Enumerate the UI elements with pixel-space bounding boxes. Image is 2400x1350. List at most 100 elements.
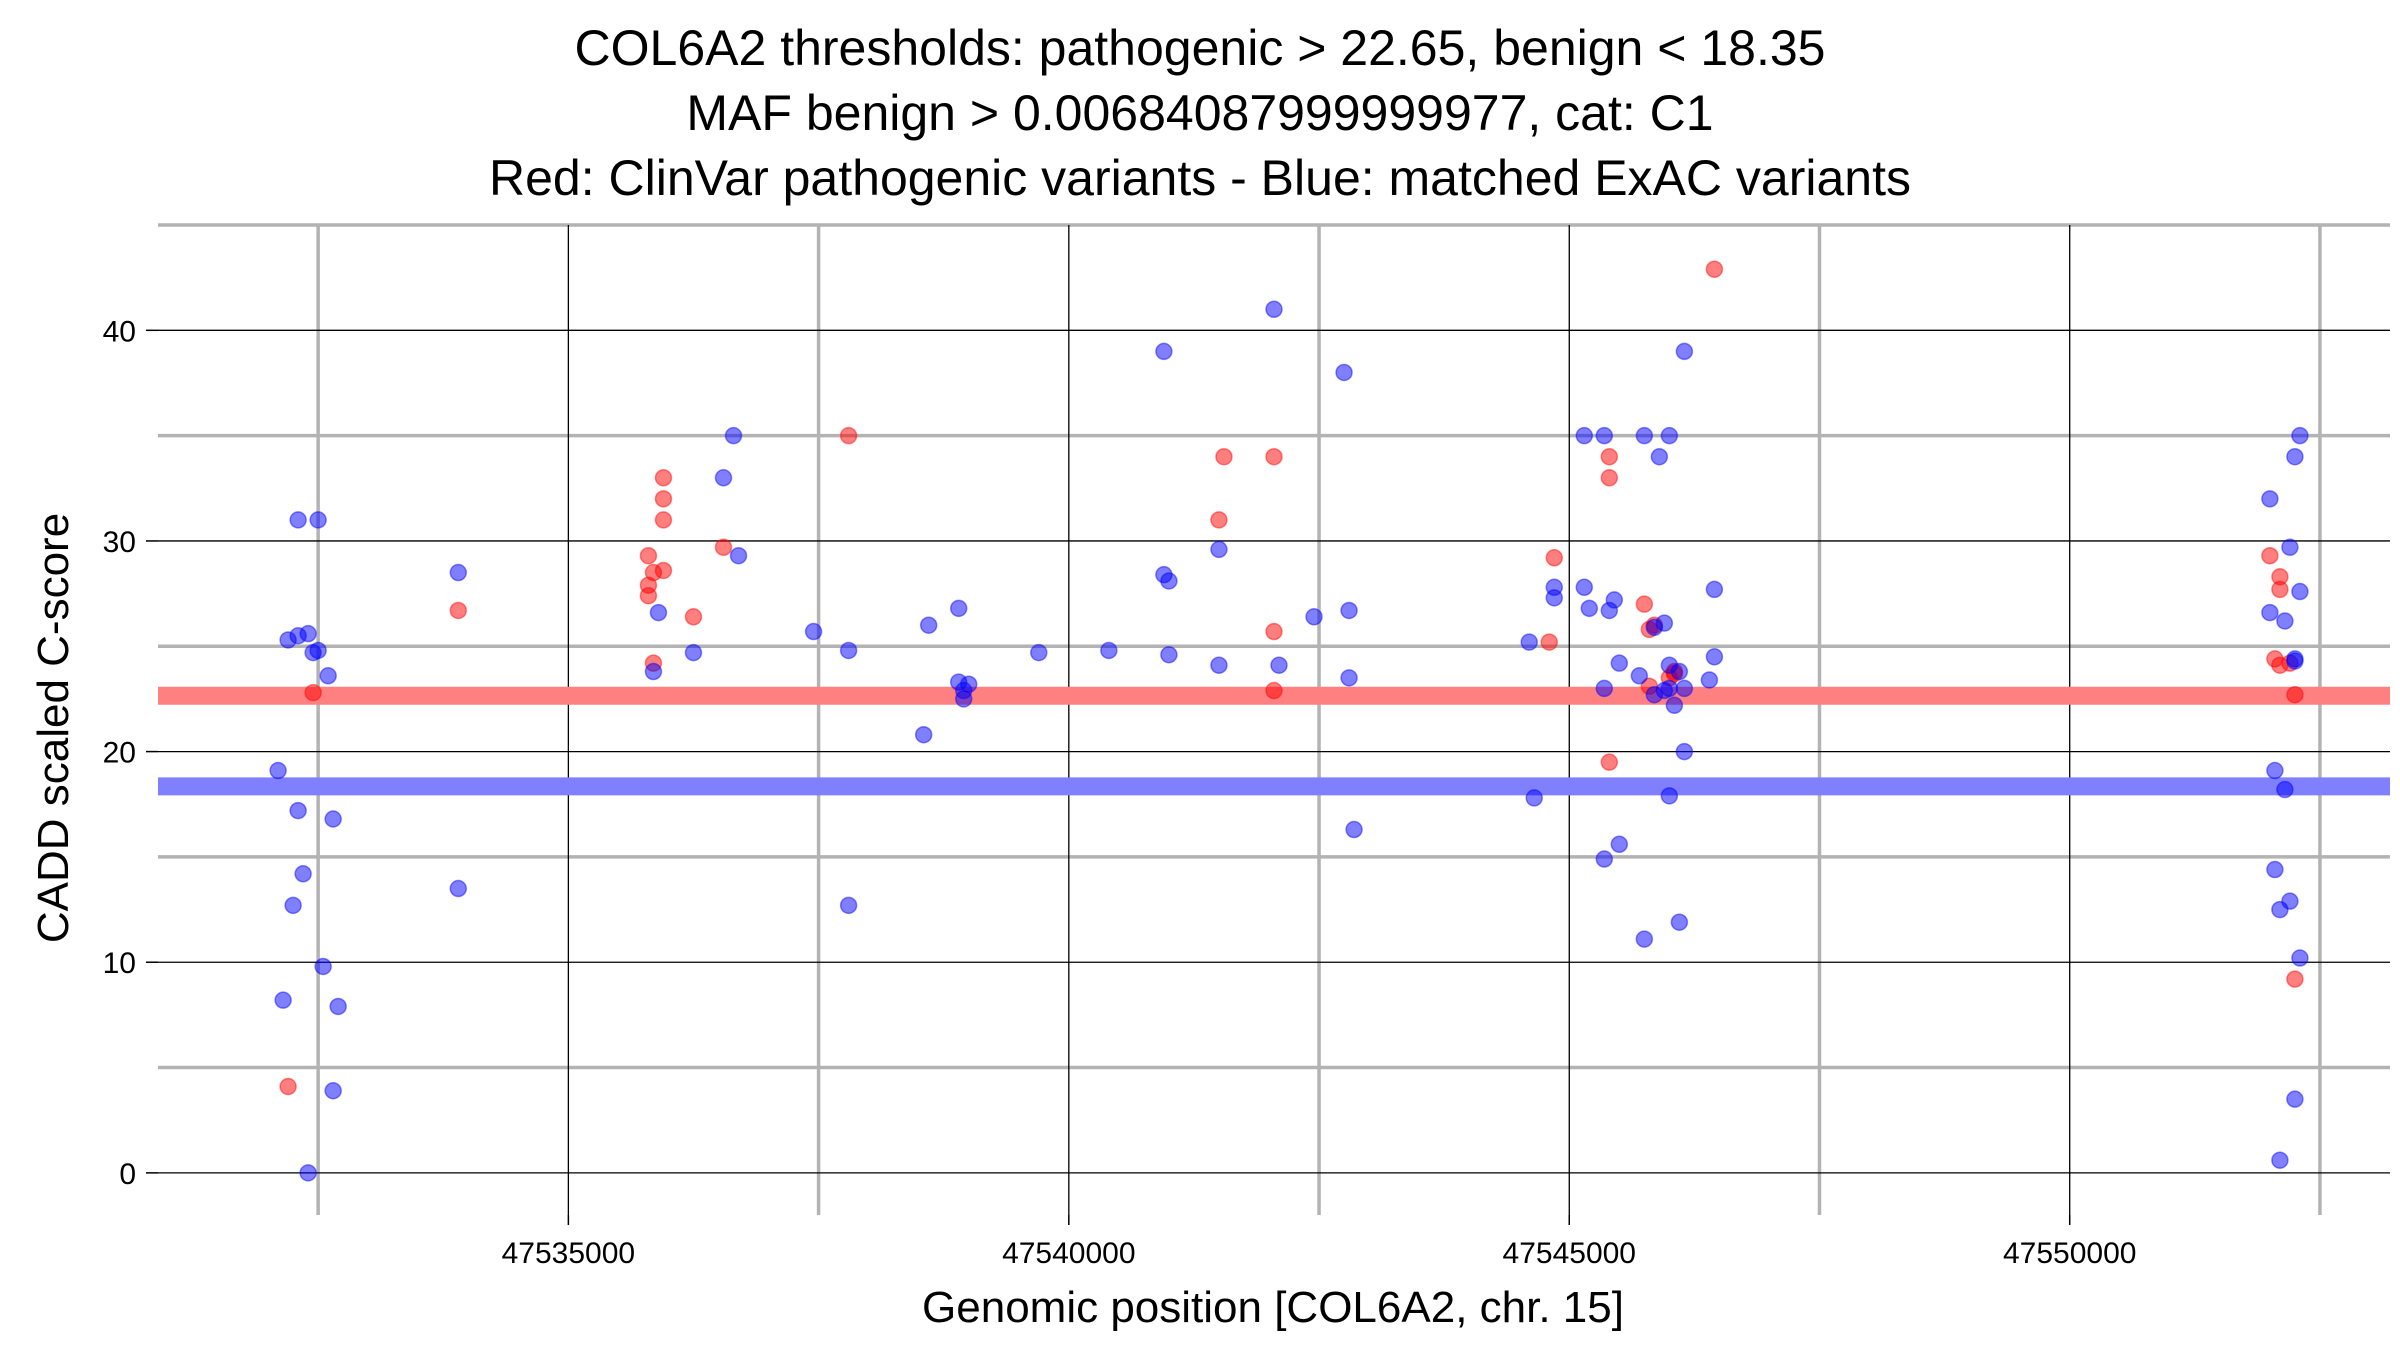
data-point	[449, 601, 468, 620]
data-point	[2261, 490, 2279, 508]
tick-labels: 47535000 47540000 47545000 47550000 0 10 20 30 4…	[103, 315, 2137, 1270]
data-point	[1670, 913, 1689, 931]
data-point	[324, 1081, 342, 1100]
x-tick-label: 47550000	[2003, 1237, 2136, 1270]
data-point	[1215, 447, 1233, 466]
series-exac-matched	[269, 300, 2309, 1182]
data-point	[1675, 742, 1694, 761]
y-tick-label: 30	[103, 526, 136, 559]
data-point	[2271, 580, 2289, 599]
data-point	[2286, 685, 2304, 704]
data-point	[2286, 1090, 2304, 1108]
data-points	[269, 260, 2309, 1182]
y-tick-label: 20	[103, 737, 136, 770]
data-point	[804, 622, 823, 641]
data-point	[279, 1077, 297, 1096]
data-point	[1655, 614, 1674, 632]
data-point	[1610, 654, 1629, 672]
data-point	[1340, 669, 1358, 687]
data-point	[684, 643, 703, 662]
data-point	[639, 586, 658, 605]
data-point	[2286, 652, 2304, 670]
data-point	[1335, 363, 1353, 382]
data-point	[1580, 599, 1599, 618]
x-tick-label: 47535000	[502, 1237, 635, 1270]
data-point	[1265, 622, 1283, 641]
data-point	[729, 546, 748, 565]
y-tick-label: 10	[103, 947, 136, 980]
data-point	[294, 865, 312, 883]
data-point	[914, 725, 933, 744]
data-point	[1540, 633, 1558, 651]
data-point	[309, 511, 327, 529]
y-axis-title: CADD scaled C-score	[29, 513, 78, 943]
title-line-3: Red: ClinVar pathogenic variants - Blue:…	[489, 150, 1911, 206]
data-point	[1600, 469, 1619, 487]
data-point	[1635, 595, 1654, 613]
chart-title: COL6A2 thresholds: pathogenic > 22.65, b…	[489, 20, 1911, 206]
data-point	[324, 810, 342, 828]
data-point	[1595, 679, 1614, 698]
data-point	[2281, 892, 2299, 910]
data-point	[289, 801, 307, 820]
data-point	[1630, 667, 1649, 685]
data-point	[1210, 656, 1228, 674]
data-point	[284, 896, 302, 915]
data-point	[2281, 538, 2299, 557]
data-point	[1600, 753, 1619, 771]
title-line-2: MAF benign > 0.00684087999999977, cat: C…	[686, 85, 1713, 141]
data-point	[1345, 820, 1363, 839]
data-point	[1100, 641, 1118, 660]
data-point	[1210, 540, 1228, 559]
data-point	[299, 1164, 317, 1182]
data-point	[1675, 342, 1694, 361]
data-point	[1210, 511, 1228, 529]
data-point	[1160, 572, 1178, 590]
data-point	[1635, 930, 1654, 948]
data-point	[2276, 780, 2294, 799]
data-point	[1600, 447, 1619, 466]
data-point	[1675, 679, 1694, 698]
data-point	[839, 896, 858, 915]
data-point	[1155, 342, 1173, 361]
data-point	[1660, 679, 1679, 698]
data-point	[1270, 656, 1288, 674]
data-point	[2286, 447, 2304, 466]
data-point	[1575, 578, 1594, 597]
series-clinvar-pathogenic	[279, 260, 2304, 1096]
data-point	[2291, 949, 2309, 967]
data-point	[274, 991, 292, 1009]
data-point	[839, 641, 858, 660]
data-point	[919, 616, 938, 634]
data-point	[714, 469, 733, 487]
data-point	[319, 667, 337, 685]
x-tick-label: 47545000	[1503, 1237, 1636, 1270]
data-point	[1605, 591, 1624, 609]
data-point	[2286, 970, 2304, 988]
data-point	[1160, 645, 1178, 664]
title-line-1: COL6A2 thresholds: pathogenic > 22.65, b…	[575, 20, 1826, 76]
data-point	[654, 511, 673, 529]
data-point	[954, 690, 973, 708]
x-axis-title: Genomic position [COL6A2, chr. 15]	[922, 1283, 1624, 1332]
data-point	[644, 662, 663, 681]
data-point	[329, 997, 347, 1016]
data-point	[1030, 643, 1048, 662]
data-point	[654, 490, 673, 508]
data-point	[2276, 612, 2294, 630]
data-point	[2291, 426, 2309, 445]
data-point	[1265, 447, 1283, 466]
data-point	[2261, 603, 2279, 622]
data-point	[1660, 426, 1679, 445]
data-point	[639, 546, 658, 565]
data-point	[2271, 1151, 2289, 1169]
data-point	[1305, 608, 1323, 626]
data-point	[654, 561, 673, 580]
gridlines	[158, 223, 2390, 1215]
data-point	[1265, 300, 1283, 319]
data-point	[1525, 789, 1543, 807]
data-point	[2261, 546, 2279, 565]
data-point	[1575, 426, 1594, 445]
y-tick-label: 40	[103, 315, 136, 348]
data-point	[1705, 260, 1724, 278]
